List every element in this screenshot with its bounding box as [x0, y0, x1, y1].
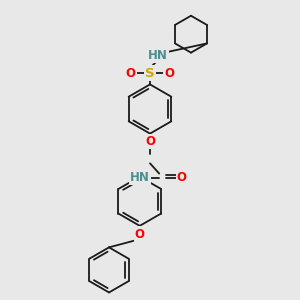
Text: O: O — [125, 67, 136, 80]
Text: HN: HN — [148, 49, 168, 62]
Text: O: O — [135, 227, 145, 241]
Text: S: S — [145, 67, 155, 80]
Text: O: O — [164, 67, 175, 80]
Text: O: O — [177, 171, 187, 184]
Text: HN: HN — [130, 171, 150, 184]
Text: O: O — [145, 135, 155, 148]
